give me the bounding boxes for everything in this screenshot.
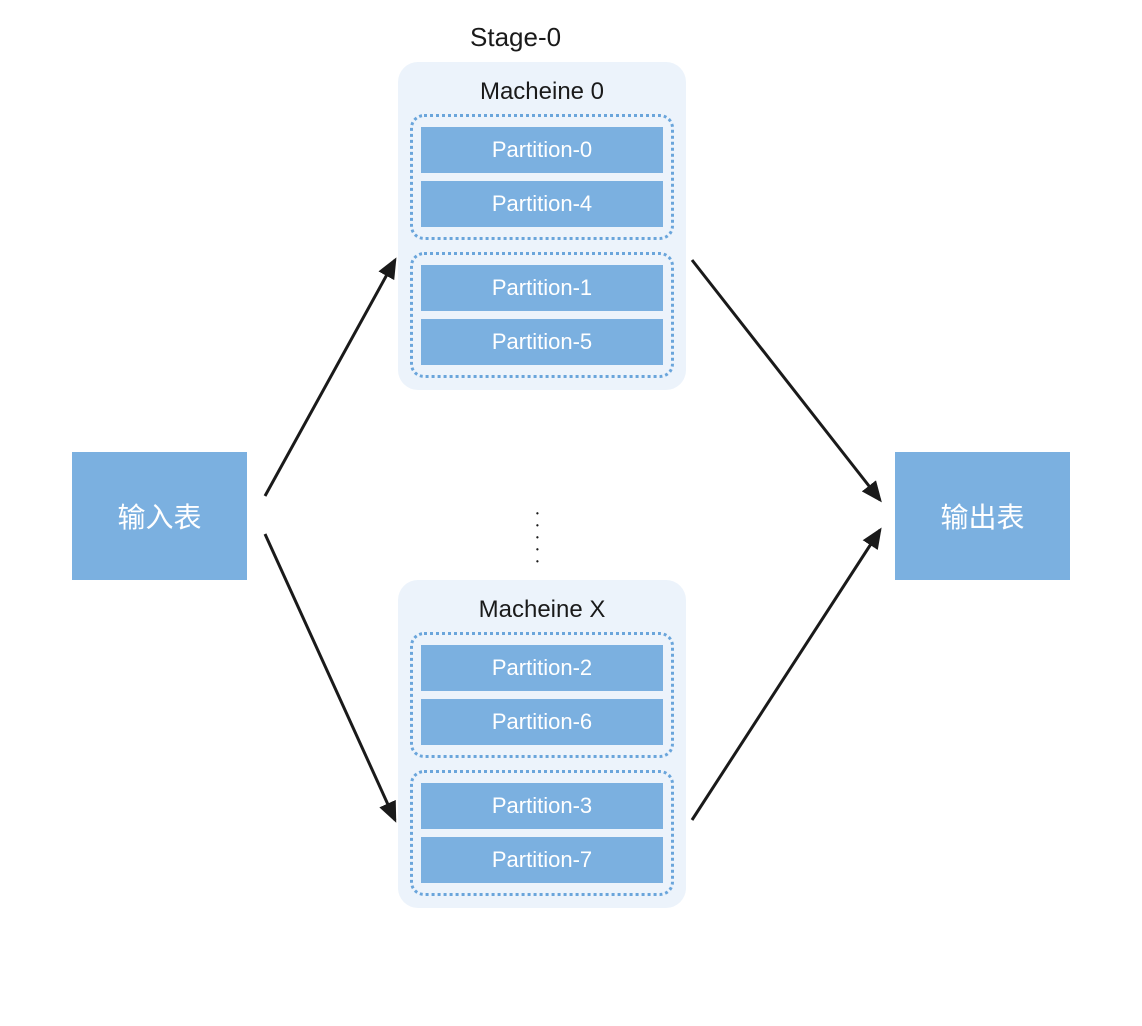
machine-container-machine-0: Macheine 0Partition-0Partition-4Partitio…: [398, 62, 686, 390]
partition-group: Partition-1 Partition-5: [410, 252, 674, 378]
partition-box: Partition-5: [421, 319, 663, 365]
partition-group: Partition-0 Partition-4: [410, 114, 674, 240]
arrow-mx-to-output: [692, 530, 880, 820]
partition-box: Partition-0: [421, 127, 663, 173]
partition-box: Partition-6: [421, 699, 663, 745]
partition-group: Partition-2 Partition-6: [410, 632, 674, 758]
arrow-input-to-mx: [265, 534, 395, 820]
arrow-m0-to-output: [692, 260, 880, 500]
partition-box: Partition-7: [421, 837, 663, 883]
output-table-label: 输出表: [940, 496, 1024, 536]
partition-box: Partition-2: [421, 645, 663, 691]
input-table-label: 输入表: [117, 496, 201, 536]
partition-box: Partition-4: [421, 181, 663, 227]
partition-group: Partition-3 Partition-7: [410, 770, 674, 896]
output-table-box: 输出表: [895, 452, 1070, 580]
input-table-box: 输入表: [72, 452, 247, 580]
partition-box: Partition-3: [421, 783, 663, 829]
machine-title: Macheine 0: [410, 78, 674, 106]
machine-container-machine-x: Macheine XPartition-2Partition-6Partitio…: [398, 580, 686, 908]
machine-title: Macheine X: [410, 596, 674, 624]
stage-title: Stage-0: [470, 22, 561, 53]
vertical-ellipsis: • • • • •: [536, 508, 541, 568]
partition-box: Partition-1: [421, 265, 663, 311]
arrow-input-to-m0: [265, 260, 395, 496]
